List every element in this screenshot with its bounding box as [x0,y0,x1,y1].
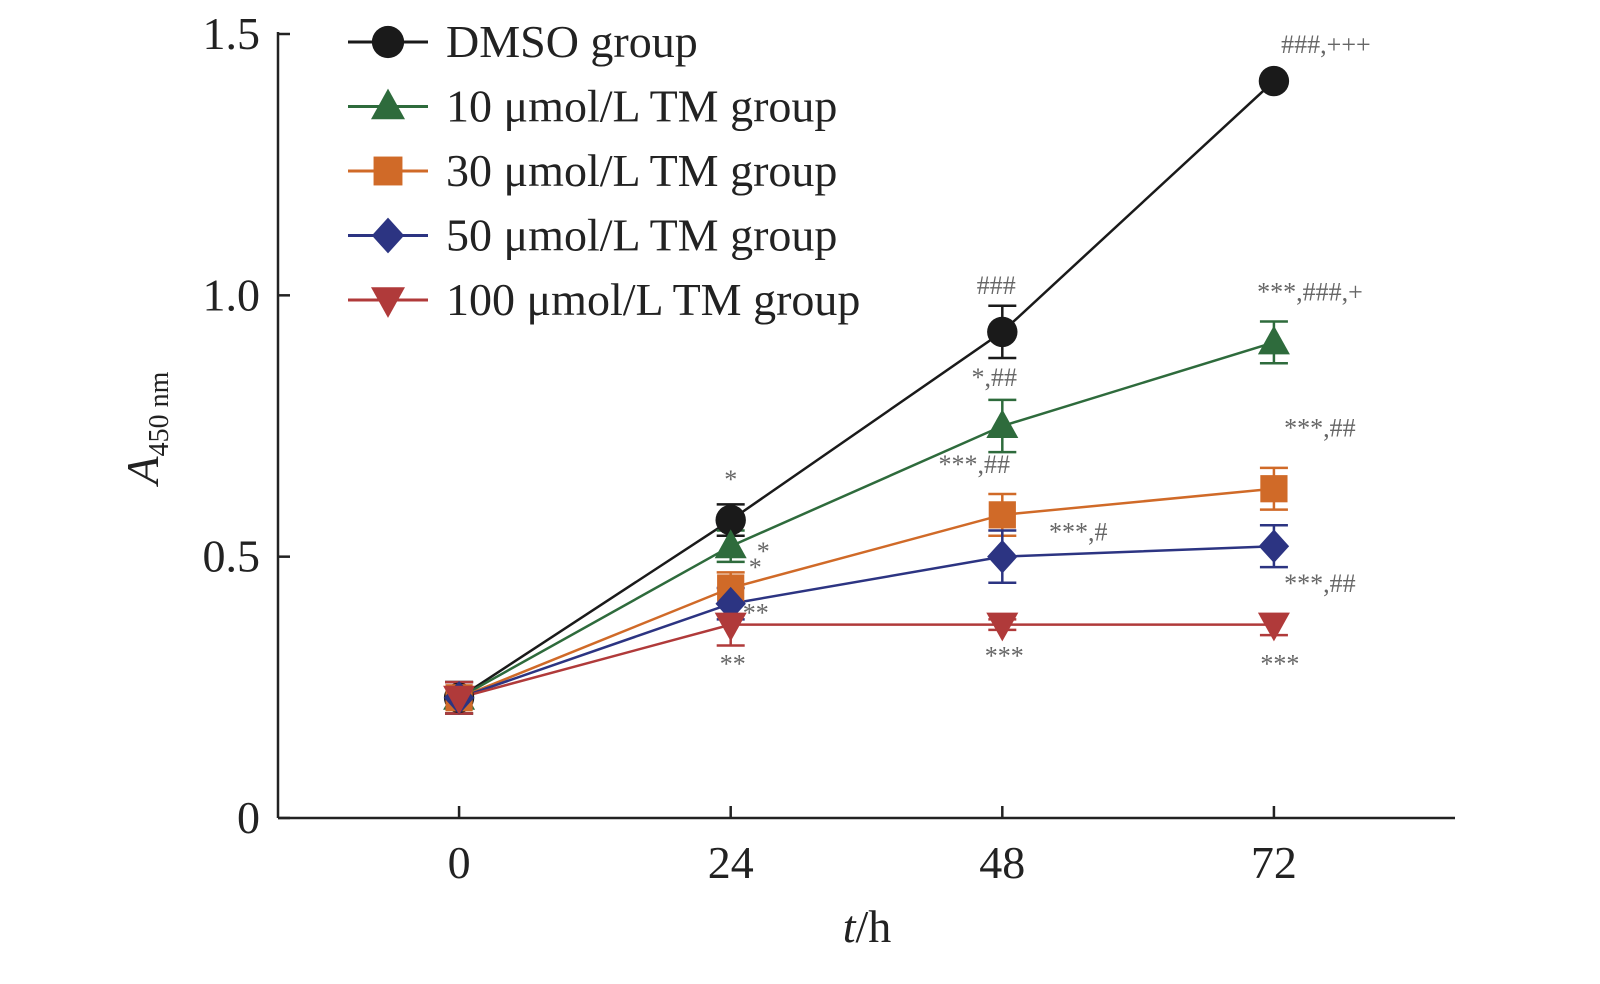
significance-label: ** [720,650,746,679]
data-point [714,529,747,559]
data-point [988,501,1016,529]
legend: DMSO group 10 μmol/L TM group 30 μmol/L TM… [348,16,860,325]
legend-marker [373,156,403,186]
series-line [458,487,1275,699]
data-point [1260,475,1288,503]
series-lines [458,80,1275,699]
significance-label: ### [977,271,1016,300]
significance-label: ***,# [1049,518,1108,547]
x-tick-label: 0 [448,837,471,888]
significance-label: ***,## [1284,414,1356,443]
significance-label: ***,###,+ [1257,277,1363,306]
significance-label: ***,## [1284,569,1356,598]
y-tick-label: 0.5 [203,531,261,582]
legend-marker [371,88,405,120]
legend-marker [371,25,405,59]
data-point [715,586,746,621]
significance-label: * [749,553,762,582]
annotations: * ### ###,+++ * *,## ***,###,+ * ***,## ***,## **… [720,30,1371,679]
series-line [458,544,1274,699]
x-tick-label: 72 [1251,837,1297,888]
data-points [443,65,1290,715]
legend-label: 100 μmol/L TM group [446,274,860,325]
y-axis-title: A450 nm [117,371,175,487]
data-point [987,539,1018,574]
legend-label: 50 μmol/L TM group [446,210,837,261]
series-line [458,80,1275,699]
data-point [1258,529,1290,564]
significance-label: *** [1260,650,1299,679]
data-point [1257,612,1290,642]
significance-label: ***,## [939,450,1011,479]
data-point [443,685,476,715]
legend-label: 10 μmol/L TM group [446,81,837,132]
legend-label: 30 μmol/L TM group [446,145,837,196]
x-axis-title: t/h [843,901,892,952]
significance-label: ** [743,599,769,628]
data-point [987,316,1018,348]
significance-label: *,## [972,363,1018,392]
x-tick-label: 24 [708,837,754,888]
data-point [986,409,1019,438]
significance-label: * [757,537,770,566]
y-tick-label: 1.5 [203,8,261,59]
significance-label: *** [985,642,1024,671]
legend-marker [371,287,405,318]
significance-label: ###,+++ [1281,30,1371,59]
data-point [715,504,746,536]
data-point [714,612,747,642]
y-tick-label: 1.0 [203,269,261,320]
data-point [1257,325,1290,355]
legend-label: DMSO group [446,16,698,67]
data-point [1258,65,1290,97]
series-line [458,623,1274,699]
series-line [458,341,1275,699]
legend-marker [371,217,405,254]
x-tick-label: 48 [979,837,1025,888]
y-tick-label: 0 [237,792,260,843]
significance-label: * [724,465,737,494]
axes: 0 0.5 1.0 1.5 0 24 48 72 [203,8,1455,888]
data-point [986,612,1019,642]
